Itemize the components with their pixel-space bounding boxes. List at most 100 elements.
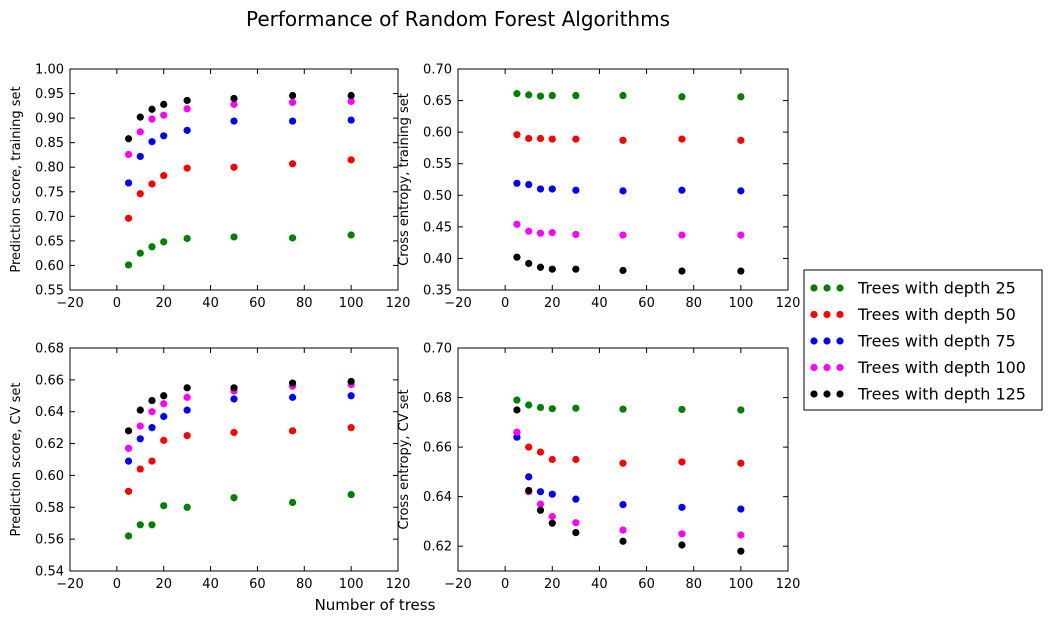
x-tick-label: 60 [638, 577, 655, 592]
data-point [230, 384, 238, 392]
data-point [347, 424, 355, 432]
legend-label: Trees with depth 100 [857, 358, 1026, 377]
data-point [513, 90, 521, 98]
x-tick-label: 20 [155, 577, 172, 592]
data-point [160, 132, 168, 140]
series-4 [124, 97, 355, 159]
data-point [737, 187, 745, 195]
data-point [347, 91, 355, 100]
data-point [347, 231, 355, 239]
data-point [678, 93, 686, 101]
y-axis-label: Prediction score, CV set [9, 383, 24, 537]
series-2 [513, 428, 745, 467]
series-1 [513, 90, 745, 101]
data-point [525, 180, 533, 189]
legend-label: Trees with depth 125 [857, 385, 1026, 404]
legend-label: Trees with depth 25 [857, 279, 1016, 298]
data-point [148, 243, 156, 251]
series-2 [513, 131, 745, 144]
data-point [548, 512, 556, 521]
figure-title: Performance of Random Forest Algorithms [246, 7, 670, 31]
data-point [536, 185, 545, 193]
data-point [619, 537, 627, 545]
y-tick-label: 0.54 [35, 565, 64, 580]
data-point [678, 231, 686, 239]
data-point [619, 500, 627, 509]
data-point [160, 111, 168, 119]
legend-marker [810, 284, 818, 292]
legend-marker [836, 310, 844, 319]
y-tick-label: 0.55 [423, 157, 452, 172]
data-point [737, 531, 745, 539]
y-tick-label: 0.62 [423, 540, 452, 555]
data-point [230, 94, 238, 103]
data-point [148, 457, 156, 465]
data-point [230, 494, 238, 502]
series-3 [124, 116, 355, 187]
x-tick-label: 20 [544, 296, 561, 311]
legend-marker [810, 390, 818, 398]
data-point [136, 435, 144, 443]
x-tick-label: 20 [155, 296, 172, 311]
y-tick-label: 1.00 [35, 63, 64, 78]
data-point [678, 267, 686, 275]
data-point [148, 396, 156, 405]
x-tick-label: 120 [776, 577, 801, 592]
data-point [513, 433, 521, 441]
data-point [136, 422, 144, 430]
data-point [737, 231, 745, 239]
data-point [124, 135, 133, 143]
data-point [148, 521, 156, 529]
y-axis-label: Prediction score, training set [9, 86, 24, 272]
legend-marker [836, 390, 844, 398]
legend-frame [803, 269, 1043, 411]
x-tick-label: 80 [685, 577, 702, 592]
data-point [678, 405, 686, 414]
data-point [183, 384, 191, 392]
data-point [678, 530, 686, 538]
x-tick-label: −20 [444, 296, 471, 311]
data-point [513, 253, 521, 261]
y-tick-label: 0.68 [423, 391, 452, 406]
x-tick-label: 40 [591, 577, 608, 592]
y-tick-label: 0.60 [35, 259, 64, 274]
data-point [737, 93, 745, 101]
data-point [183, 164, 191, 172]
data-point [160, 171, 168, 180]
data-point [124, 427, 133, 435]
x-tick-label: 100 [339, 296, 364, 311]
x-tick-label: 60 [638, 296, 655, 311]
series-5 [513, 253, 745, 275]
data-point [572, 91, 580, 100]
data-point [513, 396, 521, 404]
x-tick-label: 120 [776, 296, 801, 311]
data-point [148, 424, 156, 432]
data-point [525, 486, 533, 495]
data-point [619, 187, 627, 195]
data-point [548, 91, 556, 100]
legend-marker [823, 337, 831, 345]
data-point [288, 234, 297, 242]
y-tick-label: 0.45 [423, 220, 452, 235]
data-point [536, 506, 545, 514]
data-point [572, 404, 580, 412]
x-tick-label: 0 [113, 296, 121, 311]
y-tick-label: 0.65 [35, 234, 64, 249]
y-tick-label: 0.75 [35, 185, 64, 200]
shared-x-axis-label: Number of tress [315, 596, 436, 614]
data-point [136, 249, 144, 257]
x-tick-label: 40 [591, 296, 608, 311]
y-tick-label: 0.68 [35, 342, 64, 357]
data-point [124, 214, 133, 222]
data-point [288, 393, 297, 401]
data-point [513, 406, 521, 414]
data-point [548, 228, 556, 237]
y-tick-label: 0.70 [423, 342, 452, 357]
x-tick-label: 100 [728, 296, 753, 311]
data-point [230, 117, 238, 125]
plot-frame [457, 68, 789, 291]
data-point [160, 436, 168, 444]
y-tick-label: 0.58 [35, 501, 64, 516]
data-point [619, 405, 627, 413]
